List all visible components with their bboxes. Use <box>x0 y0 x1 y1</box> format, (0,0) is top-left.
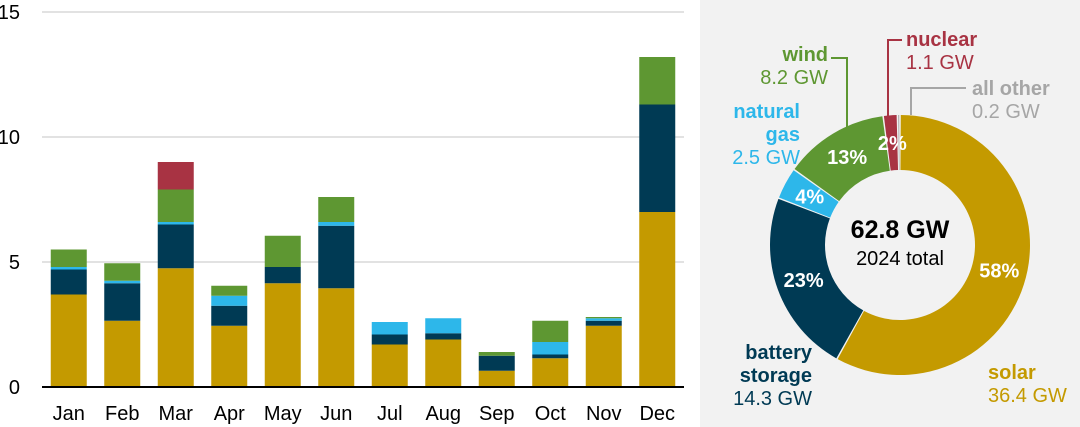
bar-mar-natural_gas <box>157 222 194 225</box>
bar-aug-battery <box>425 333 462 340</box>
bar-dec-solar <box>639 212 676 387</box>
donut-pct-label-natural-gas: 4% <box>795 186 824 208</box>
legend-natural-gas-name-line1: natural <box>733 101 800 123</box>
bar-may-solar <box>264 283 301 387</box>
donut-center-total: 62.8 GW <box>850 216 950 244</box>
bar-jun-solar <box>318 288 355 387</box>
bar-feb-natural_gas <box>104 280 141 284</box>
bar-mar-nuclear <box>157 162 194 190</box>
legend-battery-name-line2: storage <box>739 365 812 387</box>
legend-natural-gas-name-line2: gas <box>765 124 800 146</box>
x-tick-label: Apr <box>214 403 245 425</box>
bar-jul-natural_gas <box>371 322 408 335</box>
x-tick-label: Sep <box>479 403 515 425</box>
x-tick-label: Aug <box>425 403 461 425</box>
bar-oct-battery <box>532 354 569 359</box>
legend-label-wind: wind 8.2 GW <box>752 44 828 90</box>
legend-label-all-other: all other 0.2 GW <box>972 78 1050 124</box>
bar-jun-natural_gas <box>318 222 355 226</box>
legend-battery-name-line1: battery <box>745 342 812 364</box>
bar-oct-solar <box>532 358 569 387</box>
x-tick-label: Jan <box>53 403 85 425</box>
bar-dec-battery <box>639 104 676 212</box>
y-tick-label: 5 <box>9 252 20 274</box>
bar-jun-battery <box>318 225 355 289</box>
bar-nov-battery <box>585 320 622 326</box>
bar-may-wind <box>264 235 301 267</box>
bar-oct-natural_gas <box>532 342 569 355</box>
donut-slice-nuclear <box>883 115 899 171</box>
bar-apr-natural_gas <box>211 295 248 306</box>
bar-mar-wind <box>157 189 194 222</box>
y-tick-label: 10 <box>0 127 20 149</box>
bar-sep-wind <box>478 352 515 356</box>
monthly-capacity-bar-chart: 0 5 10 15 Jan Feb Mar Apr May Jun Jul Aug Sep Oct Nov D… <box>0 2 684 425</box>
legend-label-natural-gas: natural gas 2.5 GW <box>720 101 800 170</box>
legend-all-other-value: 0.2 GW <box>972 101 1040 123</box>
bar-apr-solar <box>211 325 248 387</box>
legend-label-solar: solar 36.4 GW <box>988 362 1067 408</box>
bar-sep-battery <box>478 355 515 371</box>
legend-nuclear-value: 1.1 GW <box>906 52 974 74</box>
legend-all-other-name: all other <box>972 78 1050 100</box>
donut-slice-battery <box>770 198 864 359</box>
bar-jan-solar <box>50 294 87 387</box>
legend-natural-gas-value: 2.5 GW <box>732 147 800 169</box>
bar-apr-battery <box>211 305 248 326</box>
legend-label-battery: battery storage 14.3 GW <box>722 342 812 411</box>
legend-wind-name: wind <box>782 44 828 66</box>
y-tick-label: 0 <box>9 377 20 399</box>
x-tick-label: Jun <box>320 403 352 425</box>
donut-pct-label-battery: 23% <box>784 270 824 292</box>
legend-nuclear-name: nuclear <box>906 29 978 51</box>
bar-apr-wind <box>211 285 248 296</box>
bar-mar-solar <box>157 268 194 387</box>
donut-panel: 58% 23% 4% 13% 2% 62.8 GW 2024 total wind 8.… <box>700 0 1080 427</box>
donut-slice-all-other <box>898 115 900 171</box>
x-tick-label: Mar <box>159 403 194 425</box>
bar-feb-wind <box>104 263 141 281</box>
x-tick-label: Dec <box>639 403 675 425</box>
donut-slice-wind <box>794 116 890 202</box>
bar-feb-solar <box>104 320 141 387</box>
bar-aug-natural_gas <box>425 318 462 334</box>
x-tick-label: May <box>264 403 302 425</box>
y-tick-label: 15 <box>0 2 20 24</box>
bar-jun-wind <box>318 197 355 222</box>
bar-jan-natural_gas <box>50 267 87 270</box>
bar-nov-natural_gas <box>585 318 622 321</box>
leader-line-nuclear <box>887 39 902 117</box>
donut-slice-natural-gas <box>778 170 839 218</box>
bar-feb-battery <box>104 283 141 321</box>
capacity-share-donut: 58% 23% 4%13% 2% <box>770 39 1030 375</box>
bar-sep-solar <box>478 370 515 387</box>
x-tick-label: Nov <box>586 403 622 425</box>
x-tick-label: Oct <box>535 403 567 425</box>
bar-jan-battery <box>50 269 87 295</box>
legend-label-nuclear: nuclear 1.1 GW <box>906 29 977 75</box>
bar-aug-solar <box>425 339 462 387</box>
donut-center-subtitle: 2024 total <box>856 248 944 270</box>
bar-jan-wind <box>50 249 87 267</box>
x-tick-label: Jul <box>377 403 403 425</box>
bar-oct-wind <box>532 320 569 342</box>
legend-battery-value: 14.3 GW <box>733 388 812 410</box>
bar-mar-battery <box>157 224 194 269</box>
bar-jul-battery <box>371 334 408 345</box>
legend-solar-value: 36.4 GW <box>988 385 1067 407</box>
bar-may-battery <box>264 267 301 284</box>
bar-nov-solar <box>585 325 622 387</box>
donut-pct-label-nuclear: 2% <box>878 133 907 155</box>
legend-wind-value: 8.2 GW <box>760 67 828 89</box>
x-tick-label: Feb <box>105 403 139 425</box>
leader-line-all-other <box>910 87 966 115</box>
bar-nov-wind <box>585 317 622 319</box>
bar-jul-solar <box>371 344 408 387</box>
donut-slice-solar <box>837 115 1030 375</box>
bar-dec-wind <box>639 57 676 105</box>
donut-pct-label-wind: 13% <box>827 147 867 169</box>
donut-pct-label-solar: 58% <box>979 261 1019 283</box>
leader-line-wind <box>831 57 848 135</box>
legend-solar-name: solar <box>988 362 1036 384</box>
